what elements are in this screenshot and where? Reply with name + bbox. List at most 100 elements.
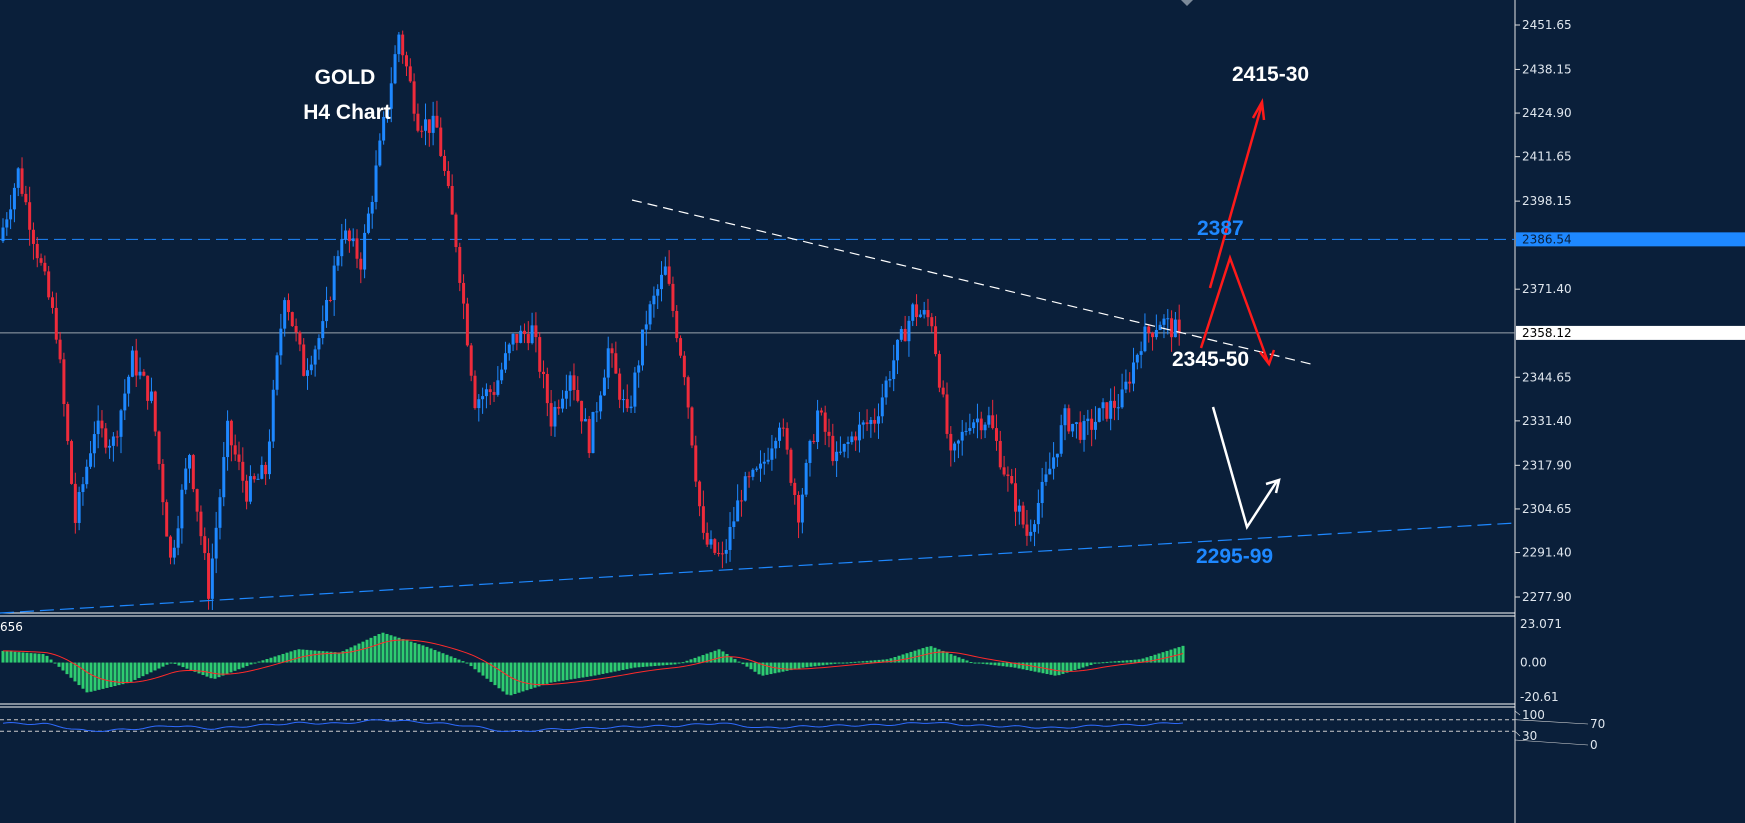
candle [35,237,39,268]
macd-bar [985,662,989,665]
candle-body [111,436,115,446]
price-tick-label: 2398.15 [1522,194,1572,208]
candle-body [591,412,595,454]
candle [1135,353,1139,370]
red-path-arrow [1199,254,1270,363]
arrowhead-icon [1251,98,1266,121]
macd-bar [333,652,337,663]
level-label-mid: 2345-50 [1172,348,1249,371]
macd-bar [905,653,909,663]
candle-body [484,389,488,397]
candle-body [50,297,54,308]
candle-body [549,403,553,427]
candle [1052,442,1056,480]
candle-body [1029,531,1033,536]
candle [1154,314,1158,340]
candle-body [92,434,96,454]
candle-body [789,449,793,483]
candle [595,402,599,423]
candle-body [134,350,138,376]
candle [58,331,62,364]
macd-bar [89,662,93,692]
macd-bar [1121,660,1125,663]
candle-body [248,476,252,502]
candle [911,302,915,327]
descending-trendline[interactable] [631,199,1316,366]
candle [12,183,16,223]
candle [283,297,287,337]
rsi-line [2,719,1184,732]
candle [66,401,70,445]
macd-bar [649,662,653,667]
macd-bar [897,655,901,663]
candle-body [283,300,287,329]
candle-body [956,440,960,444]
candle [743,471,747,502]
macd-bar [385,633,389,663]
candle-body [701,506,705,533]
macd-bar [617,662,621,671]
candle [492,381,496,403]
candle-body [800,494,804,523]
candle-body [9,209,13,220]
candle-body [1116,407,1120,409]
candle [416,103,420,133]
candle-body [994,428,998,441]
candle [751,468,755,481]
macd-bar [1113,661,1117,663]
macd-bar [517,662,521,693]
candle [713,538,717,556]
candle [233,434,237,461]
candle-body [267,441,271,475]
candle [1093,406,1097,440]
candle [1139,341,1143,369]
candle [146,375,150,410]
candle [1044,461,1048,486]
macd-bar [445,654,449,663]
candle [1017,499,1021,525]
macd-bar [241,662,245,668]
candle-body [842,443,846,452]
candle [142,368,146,377]
candle [819,407,823,416]
macd-bar [725,653,729,663]
macd-bar [781,662,785,672]
candle [104,423,108,454]
candle [130,346,134,378]
macd-bar [481,662,485,676]
candle [899,326,903,342]
macd-bar [129,662,133,682]
candle [207,538,211,610]
candle-body [31,229,35,244]
candle-body [869,419,873,425]
candle [758,450,762,482]
candle-body [1017,505,1021,512]
macd-bar [381,632,385,663]
candle [991,399,995,430]
candle-body [313,349,317,365]
macd-bar [961,658,965,663]
candle-body [1143,326,1147,352]
candle-body [1090,418,1094,430]
macd-bar [461,661,465,663]
macd-bar [433,650,437,663]
candle-body [937,354,941,388]
candle [934,316,938,357]
macd-bar [753,662,757,672]
candle-body [580,400,584,422]
candle-body [736,500,740,522]
ascending-support-line[interactable] [0,522,1516,614]
candle [298,330,302,352]
candle [739,489,743,517]
candle [1116,393,1120,421]
candle [972,419,976,434]
macd-bar [941,650,945,663]
macd-bar [149,662,153,673]
candle-body [1132,362,1136,384]
candle-body [271,389,275,442]
candle-body [226,420,230,458]
shift-marker-icon[interactable] [1181,0,1193,6]
macd-bar [253,662,257,664]
candle-body [237,454,241,462]
candle [534,312,538,353]
